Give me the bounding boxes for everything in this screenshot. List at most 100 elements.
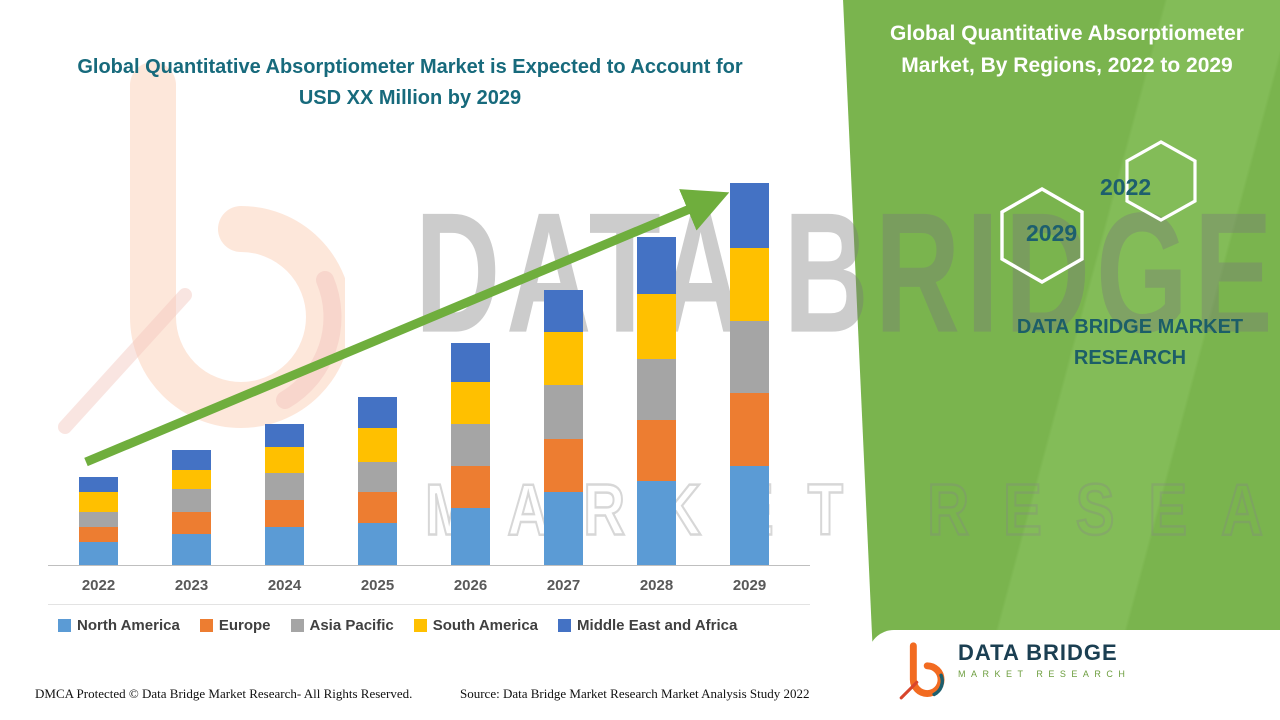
brand-text: DATA BRIDGE MARKET RESEARCH	[1016, 316, 1244, 369]
stacked-bar-2026	[451, 343, 490, 565]
bar-column-2025	[331, 180, 424, 565]
bar-segment	[730, 183, 769, 248]
hexagon-label-2029: 2029	[1026, 220, 1078, 246]
bar-segment	[451, 343, 490, 382]
x-axis-label: 2029	[732, 577, 767, 594]
bar-segment	[358, 492, 397, 523]
stacked-bar-2028	[637, 236, 676, 565]
bar-segment	[544, 332, 583, 386]
stacked-bar-chart	[52, 180, 796, 565]
bar-segment	[79, 511, 118, 527]
legend-item: Asia Pacific	[290, 617, 394, 634]
legend-label: Middle East and Africa	[577, 617, 738, 634]
legend-item: North America	[58, 617, 180, 634]
stacked-bar-2029	[730, 183, 769, 565]
x-axis-label: 2026	[453, 577, 488, 594]
legend-swatch	[58, 619, 71, 632]
bar-segment	[358, 396, 397, 428]
dmca-notice: DMCA Protected © Data Bridge Market Rese…	[35, 686, 413, 701]
x-axis-label: 2025	[360, 577, 395, 594]
bar-segment	[637, 293, 676, 359]
legend-item: Middle East and Africa	[558, 617, 737, 634]
hexagon-2022	[1125, 140, 1197, 222]
bar-segment	[172, 450, 211, 470]
stacked-bar-2024	[265, 423, 304, 565]
footer-logo-text: DATA BRIDGE MARKET RESEARCH	[958, 640, 1130, 679]
legend-swatch	[413, 619, 427, 632]
bar-segment	[451, 465, 490, 508]
x-axis-label: 2028	[639, 577, 674, 594]
bar-segment	[451, 507, 490, 565]
bar-segment	[544, 438, 583, 493]
stacked-bar-2027	[544, 290, 583, 565]
bar-segment	[79, 477, 118, 493]
legend-label: Europe	[218, 617, 271, 634]
legend-item: Europe	[199, 617, 271, 634]
bar-segment	[730, 247, 769, 321]
bar-column-2023	[145, 180, 238, 565]
bar-segment	[358, 522, 397, 565]
year-hexagons	[1000, 140, 1197, 284]
stacked-bar-2022	[79, 477, 118, 565]
bar-segment	[265, 473, 304, 501]
bar-segment	[79, 526, 118, 543]
footer-logo-box: DATA BRIDGE MARKET RESEARCH	[868, 630, 1280, 720]
legend-label: South America	[432, 617, 539, 634]
bar-segment	[637, 358, 676, 420]
chart-legend: North America Europe Asia Pacific South Ame…	[58, 617, 838, 634]
bar-column-2029	[703, 180, 796, 565]
bar-segment	[358, 461, 397, 493]
bar-segment	[730, 320, 769, 394]
x-axis-label: 2027	[546, 577, 581, 594]
bar-segment	[265, 446, 304, 474]
bar-segment	[172, 469, 211, 489]
bar-segment	[637, 480, 676, 565]
legend-item: South America	[413, 617, 539, 634]
bar-segment	[730, 465, 769, 565]
bar-segment	[544, 290, 583, 333]
dbmr-logo-icon	[899, 642, 945, 700]
hexagon-label-2022: 2022	[1100, 174, 1152, 200]
bar-segment	[79, 492, 118, 512]
bar-segment	[172, 511, 211, 535]
footer-logo-subtitle: MARKET RESEARCH	[958, 669, 1131, 679]
bar-segment	[172, 534, 211, 565]
legend-swatch	[290, 619, 304, 632]
bar-segment	[730, 393, 769, 466]
chart-headline: Global Quantitative Absorptiometer Marke…	[77, 56, 743, 109]
bar-segment	[637, 236, 676, 294]
bar-column-2027	[517, 180, 610, 565]
hexagon-2029	[1000, 187, 1084, 284]
bar-segment	[265, 526, 304, 565]
bar-column-2026	[424, 180, 517, 565]
bar-segment	[265, 500, 304, 527]
side-panel-background	[843, 0, 1280, 720]
source-note: Source: Data Bridge Market Research Mark…	[460, 686, 810, 701]
bar-column-2022	[52, 180, 145, 565]
bar-column-2024	[238, 180, 331, 565]
x-axis-label: 2024	[267, 577, 302, 594]
bar-segment	[544, 492, 583, 565]
bar-segment	[451, 423, 490, 466]
legend-swatch	[199, 619, 213, 632]
bar-segment	[79, 542, 118, 565]
legend-swatch	[558, 619, 572, 632]
footer-logo-name: DATA BRIDGE	[958, 640, 1118, 665]
stacked-bar-2023	[172, 450, 211, 565]
x-axis-label: 2023	[174, 577, 209, 594]
panel-title: Global Quantitative Absorptiometer Marke…	[890, 22, 1244, 77]
stacked-bar-2025	[358, 396, 397, 565]
x-axis-label: 2022	[81, 577, 116, 594]
bar-segment	[544, 385, 583, 439]
legend-label: Asia Pacific	[309, 617, 394, 634]
x-axis-divider-line	[48, 604, 810, 605]
bar-segment	[265, 423, 304, 447]
bar-column-2028	[610, 180, 703, 565]
legend-label: North America	[77, 617, 180, 634]
bar-segment	[358, 427, 397, 462]
bar-segment	[172, 488, 211, 512]
bar-segment	[637, 419, 676, 481]
x-axis-line	[48, 565, 810, 566]
x-axis-labels: 2022 2023 2024 2025 2026 2027 2028 2029	[52, 577, 796, 594]
bar-segment	[451, 381, 490, 424]
